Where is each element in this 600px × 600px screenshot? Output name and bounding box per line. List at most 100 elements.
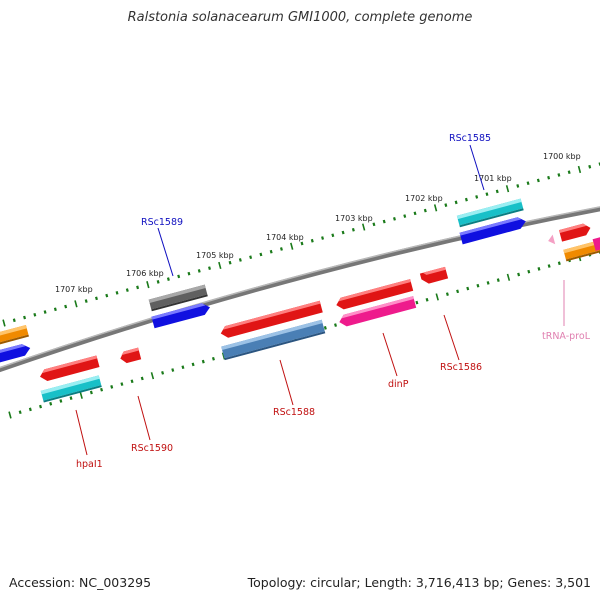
- inner-tick: [425, 297, 429, 302]
- gene-red-right-top[interactable]: [558, 222, 592, 242]
- inner-tick: [39, 404, 43, 409]
- outer-tick: [156, 280, 160, 284]
- kbp-label-1704: 1704 kbp: [266, 233, 304, 242]
- outer-tick: [321, 236, 325, 240]
- inner-tick: [415, 300, 419, 305]
- inner-tick: [79, 391, 83, 399]
- inner-tick: [161, 371, 165, 375]
- gene-label-rsc1585: RSc1585: [449, 133, 491, 144]
- gene-orange-right[interactable]: [563, 240, 600, 262]
- outer-tick: [433, 204, 438, 212]
- gene-blue-2[interactable]: [151, 301, 211, 329]
- gene-dinp[interactable]: [338, 296, 417, 328]
- outer-tick-ring: [2, 162, 600, 327]
- gene-rsc1588[interactable]: [221, 319, 326, 361]
- inner-tick: [150, 372, 155, 380]
- gene-teal-lower[interactable]: [40, 375, 102, 403]
- outer-tick: [146, 281, 150, 289]
- outer-tick: [218, 261, 222, 270]
- inner-tick: [476, 283, 480, 288]
- outer-tick: [444, 203, 448, 207]
- outer-tick: [95, 296, 98, 301]
- outer-tick: [64, 304, 68, 309]
- leader-line-rsc1585: [469, 144, 485, 191]
- kbp-label-1702: 1702 kbp: [405, 194, 443, 203]
- gene-label-rsc1589: RSc1589: [141, 217, 183, 228]
- gene-trna-prol[interactable]: [547, 234, 556, 246]
- gene-rsc1585[interactable]: [456, 198, 524, 228]
- inner-tick: [100, 387, 104, 392]
- outer-tick: [115, 291, 119, 295]
- outer-tick: [177, 274, 181, 279]
- inner-tick: [28, 407, 32, 412]
- outer-tick: [341, 230, 345, 235]
- outer-tick: [279, 247, 283, 251]
- outer-tick: [577, 165, 582, 174]
- leader-line-rsc1588: [279, 359, 294, 406]
- outer-tick: [361, 223, 366, 231]
- outer-tick: [423, 208, 427, 213]
- inner-tick: [435, 293, 439, 301]
- outer-tick: [53, 307, 57, 312]
- kbp-label-1706: 1706 kbp: [126, 269, 164, 278]
- outer-tick: [84, 299, 88, 303]
- inner-tick: [537, 267, 541, 271]
- outer-tick: [33, 312, 37, 317]
- outer-tick: [475, 195, 479, 199]
- outer-tick: [105, 293, 109, 298]
- gene-label-trna-prol: tRNA-proL: [542, 331, 591, 342]
- outer-tick: [516, 184, 520, 188]
- outer-tick: [290, 242, 294, 250]
- outer-tick: [12, 318, 16, 323]
- outer-tick: [228, 260, 232, 265]
- gene-rsc1586[interactable]: [419, 266, 449, 285]
- gene-hpai1[interactable]: [38, 355, 100, 382]
- outer-tick: [495, 189, 499, 194]
- inner-tick: [466, 286, 470, 291]
- outer-tick: [238, 258, 242, 262]
- outer-tick: [536, 178, 540, 183]
- outer-tick: [166, 277, 170, 281]
- inner-tick: [191, 362, 195, 367]
- gene-orange-left[interactable]: [0, 324, 29, 351]
- inner-tick: [527, 269, 531, 274]
- gene-rsc1588-upper[interactable]: [219, 300, 323, 340]
- kbp-label-1705: 1705 kbp: [196, 251, 234, 260]
- outer-tick: [403, 214, 407, 218]
- outer-tick: [331, 233, 335, 238]
- inner-tick: [334, 323, 338, 327]
- inner-tick: [201, 359, 205, 364]
- inner-tick: [506, 273, 511, 281]
- gene-rsc1589[interactable]: [148, 284, 208, 312]
- inner-tick: [110, 385, 114, 389]
- outer-tick: [413, 211, 417, 216]
- outer-tick: [74, 300, 78, 308]
- outer-tick: [372, 222, 376, 227]
- leader-line-dinp: [382, 332, 398, 377]
- inner-tick: [517, 272, 521, 277]
- outer-tick: [464, 197, 468, 202]
- inner-tick: [171, 368, 175, 372]
- leader-line-hpai1: [75, 409, 88, 456]
- gene-blue-1[interactable]: [459, 215, 528, 245]
- outer-tick: [454, 200, 458, 205]
- map-title: Ralstonia solanacearum GMI1000, complete…: [127, 10, 473, 25]
- gene-dinp-upper[interactable]: [335, 279, 414, 311]
- outer-tick: [393, 216, 396, 221]
- outer-tick: [43, 310, 47, 314]
- outer-tick: [136, 285, 140, 290]
- outer-tick: [125, 288, 129, 292]
- outer-tick: [382, 219, 386, 224]
- kbp-label-1703: 1703 kbp: [335, 214, 373, 223]
- gene-label-rsc1590: RSc1590: [131, 443, 173, 454]
- outer-tick: [310, 238, 314, 243]
- outer-tick: [249, 255, 253, 260]
- inner-tick: [120, 382, 124, 386]
- gene-blue-3[interactable]: [0, 342, 32, 368]
- inner-tick: [456, 289, 460, 294]
- kbp-label-1700: 1700 kbp: [543, 152, 581, 161]
- gene-rsc1590[interactable]: [119, 347, 142, 365]
- outer-tick: [187, 271, 191, 276]
- outer-tick: [567, 170, 571, 175]
